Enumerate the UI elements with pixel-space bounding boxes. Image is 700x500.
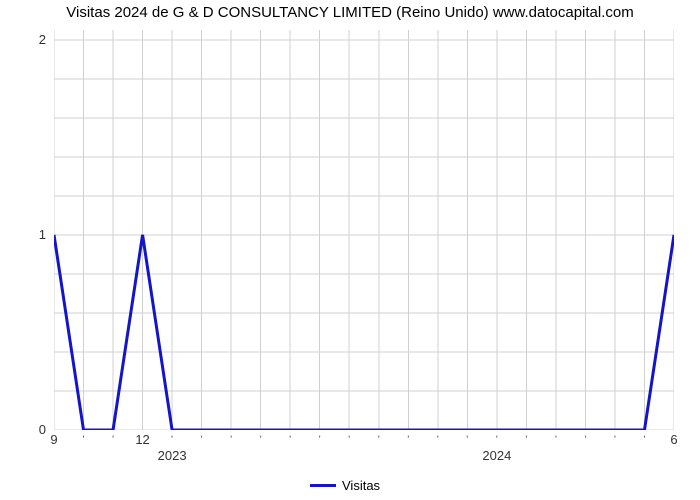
x-tick-minor: ' xyxy=(584,434,586,446)
y-tick-label: 0 xyxy=(0,422,46,437)
x-tick-minor: ' xyxy=(171,434,173,446)
x-tick-label: 9 xyxy=(50,432,57,447)
x-tick-minor: ' xyxy=(496,434,498,446)
x-tick-minor: ' xyxy=(407,434,409,446)
x-tick-major: 12 xyxy=(135,432,149,447)
x-tick-label: 6 xyxy=(670,432,677,447)
legend-label: Visitas xyxy=(342,478,380,493)
chart-plot xyxy=(54,30,674,430)
x-tick-minor: ' xyxy=(260,434,262,446)
x-tick-minor: ' xyxy=(348,434,350,446)
x-tick-minor: ' xyxy=(555,434,557,446)
x-tick-minor: ' xyxy=(437,434,439,446)
y-tick-label: 2 xyxy=(0,32,46,47)
x-tick-minor: ' xyxy=(319,434,321,446)
x-tick-minor: ' xyxy=(378,434,380,446)
x-tick-minor: ' xyxy=(614,434,616,446)
x-tick-minor: ' xyxy=(82,434,84,446)
x-tick-minor: ' xyxy=(466,434,468,446)
x-tick-minor: ' xyxy=(230,434,232,446)
series-line xyxy=(54,235,674,430)
x-tick-major: 2023 xyxy=(158,448,187,463)
x-tick-minor: ' xyxy=(289,434,291,446)
chart-legend: Visitas xyxy=(310,478,380,493)
x-tick-minor: ' xyxy=(201,434,203,446)
x-tick-minor: ' xyxy=(525,434,527,446)
x-tick-minor: ' xyxy=(643,434,645,446)
chart-title: Visitas 2024 de G & D CONSULTANCY LIMITE… xyxy=(0,4,700,21)
x-tick-minor: ' xyxy=(112,434,114,446)
x-tick-major: 2024 xyxy=(482,448,511,463)
y-tick-label: 1 xyxy=(0,227,46,242)
legend-swatch xyxy=(310,484,336,487)
